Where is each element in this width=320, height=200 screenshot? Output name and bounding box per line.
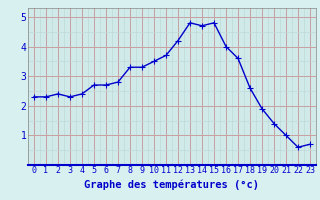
X-axis label: Graphe des températures (°c): Graphe des températures (°c) (84, 180, 260, 190)
